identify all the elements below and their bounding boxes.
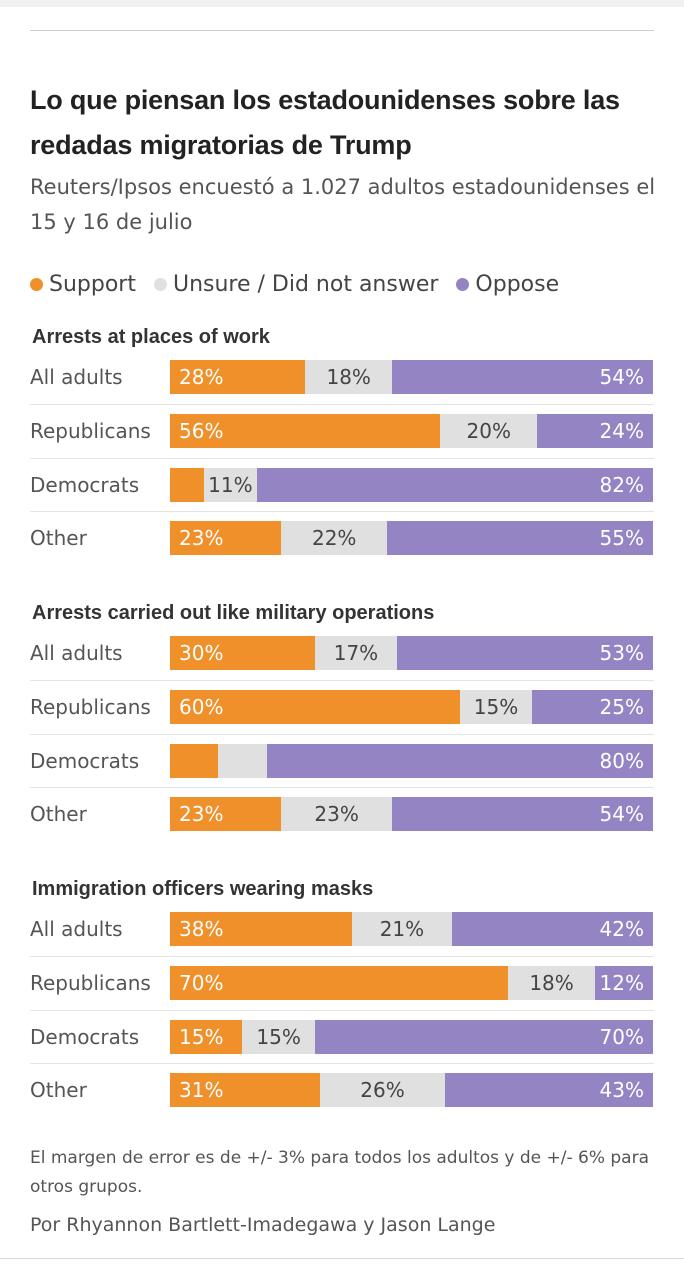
bar-segment-unsure: 26%	[319, 1073, 446, 1107]
bar-segment-support: 15%	[170, 1020, 243, 1054]
panel-title: Arrests carried out like military operat…	[32, 602, 435, 624]
stacked-bar: 23% 23% 54%	[170, 797, 653, 831]
bar-segment-support	[170, 468, 204, 502]
chart-panel: Immigration officers wearing masks All ad…	[30, 878, 654, 1118]
row-divider	[30, 404, 654, 405]
bar-segment-support: 70%	[170, 966, 509, 1000]
row-label: Republicans	[30, 971, 151, 995]
row-label: All adults	[30, 365, 123, 389]
bar-segment-unsure: 18%	[508, 966, 596, 1000]
row-divider	[30, 511, 654, 512]
legend-swatch-unsure	[153, 277, 167, 291]
row-divider	[30, 956, 654, 957]
row-label: Democrats	[30, 473, 140, 497]
row-label: Republicans	[30, 695, 151, 719]
legend: Support Unsure / Did not answer Oppose	[30, 264, 577, 304]
chart-panel: Arrests carried out like military operat…	[30, 602, 654, 842]
credit-line: Por Rhyannon Bartlett-Imadegawa y Jason …	[30, 1214, 496, 1236]
row-label: All adults	[30, 641, 123, 665]
bar-segment-support: 28%	[170, 360, 306, 394]
legend-swatch-support	[30, 277, 43, 291]
row-label: Democrats	[30, 749, 140, 773]
bottom-divider	[0, 1258, 684, 1259]
row-label: Other	[30, 802, 87, 826]
stacked-bar: 11% 82%	[170, 468, 653, 502]
panel-title: Arrests at places of work	[32, 326, 270, 348]
row-divider	[30, 458, 654, 459]
legend-item-unsure: Unsure / Did not answer	[153, 271, 439, 297]
row-label: Democrats	[30, 1025, 140, 1049]
chart-title: Lo que piensan los estadounidenses sobre…	[30, 85, 620, 160]
stacked-bar: 56% 20% 24%	[170, 414, 653, 448]
row-label: All adults	[30, 917, 123, 941]
bar-segment-support	[170, 744, 219, 778]
bar-segment-oppose: 55%	[387, 521, 653, 555]
legend-label-support: Support	[49, 271, 136, 297]
stacked-bar: 38% 21% 42%	[170, 912, 653, 946]
row-divider	[30, 680, 654, 681]
row-divider	[30, 734, 654, 735]
legend-label-unsure: Unsure / Did not answer	[172, 271, 439, 297]
row-divider	[30, 1010, 654, 1011]
row-label: Republicans	[30, 419, 151, 443]
bar-segment-support: 31%	[170, 1073, 320, 1107]
bar-segment-support: 56%	[170, 414, 441, 448]
legend-item-support: Support	[30, 272, 136, 297]
bar-segment-oppose: 12%	[595, 966, 653, 1000]
legend-swatch-oppose	[456, 277, 470, 291]
bar-segment-oppose: 54%	[392, 360, 653, 394]
top-divider	[30, 30, 654, 31]
bar-segment-unsure	[218, 744, 267, 778]
stacked-bar: 15% 15% 70%	[170, 1020, 653, 1054]
stacked-bar: 23% 22% 55%	[170, 521, 653, 555]
bar-segment-oppose: 43%	[445, 1073, 653, 1107]
bar-segment-unsure: 20%	[440, 414, 538, 448]
stacked-bar: 80%	[170, 744, 653, 778]
legend-label-oppose: Oppose	[475, 271, 560, 297]
row-divider	[30, 1063, 654, 1064]
bar-segment-oppose: 82%	[256, 468, 653, 502]
bar-segment-oppose: 24%	[537, 414, 653, 448]
bar-segment-oppose: 80%	[266, 744, 653, 778]
bar-segment-unsure: 11%	[203, 468, 257, 502]
bar-segment-support: 60%	[170, 690, 460, 724]
bar-segment-oppose: 53%	[397, 636, 653, 670]
bar-segment-oppose: 70%	[314, 1020, 653, 1054]
bar-segment-unsure: 18%	[305, 360, 393, 394]
bar-segment-unsure: 17%	[314, 636, 397, 670]
row-divider	[30, 787, 654, 788]
footnote: El margen de error es de +/- 3% para tod…	[30, 1148, 650, 1197]
bar-segment-unsure: 15%	[459, 690, 533, 724]
bar-segment-unsure: 21%	[351, 912, 453, 946]
bar-segment-support: 30%	[170, 636, 315, 670]
row-label: Other	[30, 1078, 87, 1102]
bar-segment-oppose: 54%	[392, 797, 653, 831]
row-label: Other	[30, 526, 87, 550]
bar-segment-unsure: 15%	[242, 1020, 315, 1054]
chart-subtitle: Reuters/Ipsos encuestó a 1.027 adultos e…	[30, 175, 656, 234]
bar-segment-support: 38%	[170, 912, 352, 946]
top-band	[0, 0, 684, 7]
bar-segment-oppose: 42%	[452, 912, 653, 946]
stacked-bar: 28% 18% 54%	[170, 360, 653, 394]
stacked-bar: 30% 17% 53%	[170, 636, 653, 670]
legend-item-oppose: Oppose	[456, 272, 559, 297]
bar-segment-support: 23%	[170, 521, 282, 555]
bar-segment-oppose: 25%	[532, 690, 653, 724]
panel-title: Immigration officers wearing masks	[32, 878, 374, 900]
bar-segment-support: 23%	[170, 797, 282, 831]
stacked-bar: 31% 26% 43%	[170, 1073, 653, 1107]
bar-segment-unsure: 23%	[281, 797, 393, 831]
stacked-bar: 60% 15% 25%	[170, 690, 653, 724]
bar-segment-unsure: 22%	[281, 521, 388, 555]
chart-panel: Arrests at places of work All adults 28% 18…	[30, 326, 654, 566]
stacked-bar: 70% 18% 12%	[170, 966, 653, 1000]
